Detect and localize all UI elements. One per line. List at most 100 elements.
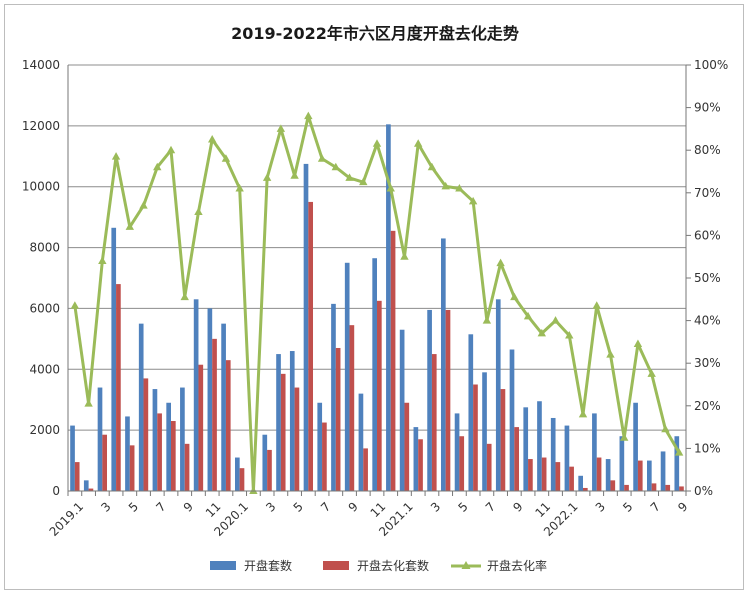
y-left-tick-label: 2000 (29, 423, 60, 437)
rate-point (317, 154, 327, 162)
bar-opening-units (344, 262, 350, 491)
rate-point (400, 252, 409, 260)
legend-swatch (323, 561, 349, 570)
bar-opening-units (193, 299, 199, 491)
bar-opening-units (674, 436, 680, 491)
rate-point (674, 448, 684, 456)
x-tick-label: 3 (263, 499, 278, 514)
x-tick-label: 7 (648, 499, 663, 514)
rate-point (180, 292, 189, 301)
bar-absorbed-units (294, 387, 300, 491)
bar-opening-units (427, 309, 432, 491)
rate-point (125, 222, 134, 230)
legend-marker (461, 561, 471, 569)
bar-opening-units (125, 416, 130, 491)
bar-absorbed-units (280, 373, 286, 491)
bar-absorbed-units (459, 436, 465, 491)
bar-absorbed-units (102, 434, 108, 491)
legend-label: 开盘套数 (244, 558, 292, 573)
bar-absorbed-units (651, 483, 657, 491)
x-tick-label: 5 (455, 499, 470, 514)
bar-absorbed-units (514, 427, 520, 491)
y-left-tick-label: 14000 (22, 58, 60, 72)
x-tick-label: 7 (483, 499, 498, 514)
bar-absorbed-units (377, 300, 382, 491)
bar-absorbed-units (143, 378, 149, 491)
x-tick-label: 5 (126, 499, 141, 514)
bar-opening-units (482, 372, 487, 491)
x-tick-label: 5 (620, 499, 635, 514)
bar-opening-units (111, 227, 117, 492)
y-right-tick-label: 70% (694, 186, 721, 200)
rate-point (441, 181, 450, 190)
rate-point (139, 201, 148, 209)
x-tick-label: 11 (368, 499, 389, 520)
x-tick-label: 3 (428, 499, 443, 514)
rate-point (221, 154, 231, 162)
rate-point (482, 316, 492, 324)
rate-point (235, 184, 244, 192)
legend-swatch (210, 561, 236, 570)
y-right-tick-label: 60% (694, 228, 721, 242)
y-right-tick-label: 100% (694, 58, 728, 72)
rate-point (111, 152, 121, 160)
bar-absorbed-units (212, 338, 217, 491)
bar-absorbed-units (308, 201, 314, 491)
bar-absorbed-units (583, 487, 588, 491)
y-right-tick-label: 50% (694, 271, 721, 285)
bar-absorbed-units (322, 422, 327, 491)
bar-absorbed-units (335, 347, 341, 491)
bar-series (70, 124, 684, 492)
bar-opening-units (331, 303, 336, 491)
bar-opening-units (152, 389, 158, 491)
y-right-tick-label: 40% (694, 314, 721, 328)
rate-point (304, 111, 313, 120)
bar-absorbed-units (486, 443, 492, 491)
bar-absorbed-units (116, 284, 121, 491)
bar-opening-units (70, 425, 75, 491)
x-tick-label: 3 (98, 499, 113, 514)
rate-point (523, 311, 533, 320)
y-left-tick-label: 10000 (22, 180, 60, 194)
bar-absorbed-units (171, 421, 176, 491)
legend-label: 开盘去化套数 (357, 558, 429, 573)
bar-opening-units (399, 329, 405, 491)
bar-absorbed-units (349, 325, 355, 491)
y-right-tick-label: 20% (694, 399, 721, 413)
x-tick-label: 7 (153, 499, 168, 514)
x-tick-label: 9 (346, 499, 361, 514)
bar-opening-units (276, 354, 281, 491)
x-tick-label: 9 (510, 499, 525, 514)
legend-label: 开盘去化率 (487, 558, 547, 573)
bar-absorbed-units (198, 364, 204, 491)
bar-absorbed-units (665, 484, 671, 491)
bar-absorbed-units (473, 384, 478, 491)
rate-point (414, 139, 423, 147)
bar-absorbed-units (157, 413, 162, 491)
bar-opening-units (303, 163, 309, 491)
bar-opening-units (619, 436, 625, 491)
line-series (70, 111, 684, 494)
rate-point (427, 162, 437, 171)
bar-absorbed-units (555, 462, 561, 491)
rate-point (276, 124, 286, 132)
y-left-tick-label: 8000 (29, 241, 60, 255)
bar-opening-units (495, 299, 501, 491)
bar-absorbed-units (239, 468, 245, 491)
y-right-tick-label: 10% (694, 441, 721, 455)
rate-point (620, 433, 629, 441)
bar-absorbed-units (267, 449, 272, 491)
rate-point (496, 258, 505, 267)
chart-canvas: 2019-2022年市六区月度开盘去化走势 0 2000 4000 6000 8000 1… (22, 24, 729, 573)
bar-absorbed-units (445, 309, 451, 491)
rate-point (84, 399, 93, 407)
bar-absorbed-units (418, 439, 423, 491)
bar-absorbed-units (679, 486, 684, 491)
y-left-tick-label: 4000 (29, 362, 60, 376)
rate-point (153, 162, 162, 171)
bar-absorbed-units (184, 443, 190, 491)
bar-opening-units (413, 427, 419, 491)
y-right-tick-label: 80% (694, 143, 721, 157)
bar-absorbed-units (390, 230, 396, 492)
bar-absorbed-units (88, 488, 94, 491)
